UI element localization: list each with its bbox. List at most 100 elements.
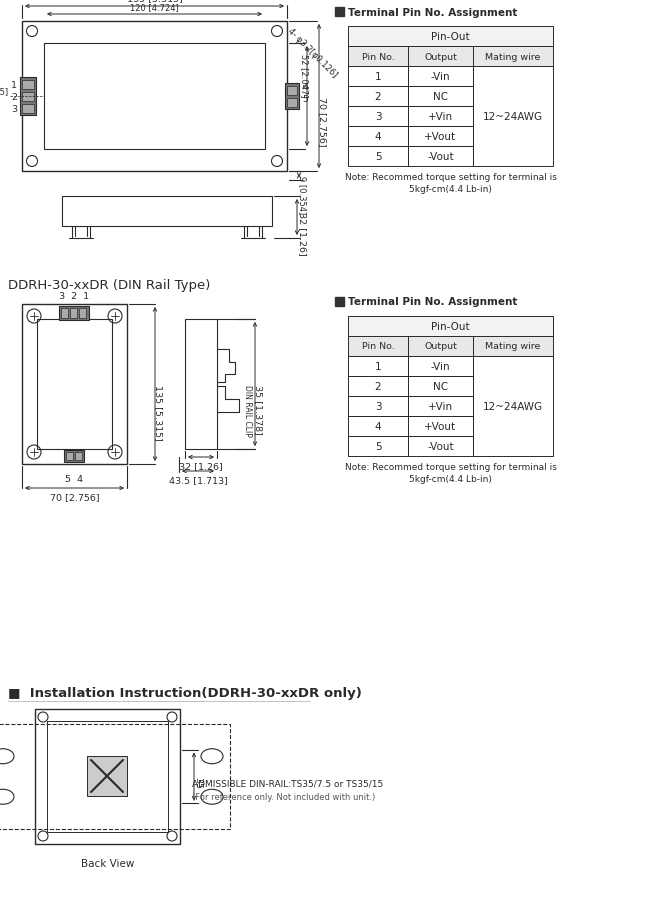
Text: 5  4: 5 4 xyxy=(65,475,83,484)
Text: 135 [5.315]: 135 [5.315] xyxy=(127,0,182,3)
Text: 35 [1.378]: 35 [1.378] xyxy=(253,384,263,435)
Text: Mating wire: Mating wire xyxy=(485,343,541,351)
Text: 1: 1 xyxy=(11,80,17,89)
Text: Pin No.: Pin No. xyxy=(362,53,395,61)
Bar xyxy=(473,356,553,456)
Text: Output: Output xyxy=(424,343,457,351)
Bar xyxy=(22,304,127,465)
Bar xyxy=(348,376,408,396)
Text: Output: Output xyxy=(424,53,457,61)
Bar xyxy=(335,8,344,17)
Bar xyxy=(66,453,73,460)
Bar xyxy=(348,107,408,127)
Bar xyxy=(408,47,473,67)
Text: 3: 3 xyxy=(375,112,381,122)
Bar xyxy=(348,27,553,47)
Bar xyxy=(408,67,473,87)
Bar xyxy=(22,105,34,114)
Text: 1: 1 xyxy=(375,72,381,82)
Text: Pin No.: Pin No. xyxy=(362,343,395,351)
Text: DDRH-30-xxDR (DIN Rail Type): DDRH-30-xxDR (DIN Rail Type) xyxy=(8,279,210,292)
Text: 3: 3 xyxy=(375,402,381,412)
Bar xyxy=(408,87,473,107)
Bar xyxy=(348,87,408,107)
Bar xyxy=(79,309,86,319)
Bar xyxy=(408,107,473,127)
Text: +Vout: +Vout xyxy=(424,132,456,142)
Text: Terminal Pin No. Assignment: Terminal Pin No. Assignment xyxy=(348,297,517,307)
Text: 5: 5 xyxy=(302,96,308,105)
Bar xyxy=(408,147,473,167)
Text: 1: 1 xyxy=(375,362,381,372)
Bar xyxy=(408,356,473,376)
Bar xyxy=(348,356,408,376)
Text: 2: 2 xyxy=(11,92,17,101)
Bar xyxy=(22,81,34,90)
Text: 3  2  1: 3 2 1 xyxy=(59,292,89,301)
Text: Note: Recommed torque setting for terminal is: Note: Recommed torque setting for termin… xyxy=(344,173,557,182)
Text: NC: NC xyxy=(433,92,448,102)
Bar xyxy=(348,337,408,356)
Text: 2: 2 xyxy=(375,92,381,102)
Text: Pin-Out: Pin-Out xyxy=(431,322,470,332)
Bar xyxy=(44,44,265,149)
Text: ADMISSIBLE DIN-RAIL:TS35/7.5 or TS35/15: ADMISSIBLE DIN-RAIL:TS35/7.5 or TS35/15 xyxy=(192,779,383,788)
Bar xyxy=(287,87,297,96)
Text: 32 [1.26]: 32 [1.26] xyxy=(297,211,306,255)
Bar xyxy=(408,337,473,356)
Bar xyxy=(408,416,473,436)
Bar xyxy=(473,337,553,356)
Bar xyxy=(408,396,473,416)
Text: 12~24AWG: 12~24AWG xyxy=(483,112,543,122)
Text: Note: Recommed torque setting for terminal is: Note: Recommed torque setting for termin… xyxy=(344,463,557,472)
Text: 135 [5.315]: 135 [5.315] xyxy=(153,384,163,440)
Bar xyxy=(59,307,89,321)
Bar xyxy=(185,320,217,449)
Text: 4: 4 xyxy=(375,422,381,432)
Text: Terminal Pin No. Assignment: Terminal Pin No. Assignment xyxy=(348,7,517,17)
Text: 35: 35 xyxy=(194,777,202,789)
Text: 4: 4 xyxy=(302,84,308,92)
Text: 4: 4 xyxy=(375,132,381,142)
Bar xyxy=(348,47,408,67)
Text: 4- φ3.2[φ0.126]: 4- φ3.2[φ0.126] xyxy=(285,27,338,79)
Text: 9 [0.354]: 9 [0.354] xyxy=(297,176,306,214)
Text: 5: 5 xyxy=(375,152,381,162)
Text: Mating wire: Mating wire xyxy=(485,53,541,61)
Bar xyxy=(62,197,272,227)
Bar xyxy=(64,451,84,463)
Text: 5: 5 xyxy=(375,442,381,452)
Bar xyxy=(75,453,82,460)
Text: 52 [2.047]: 52 [2.047] xyxy=(299,54,308,97)
Bar xyxy=(348,436,408,456)
Bar xyxy=(61,309,68,319)
Bar xyxy=(20,78,36,116)
Text: ■  Installation Instruction(DDRH-30-xxDR only): ■ Installation Instruction(DDRH-30-xxDR … xyxy=(8,687,362,700)
Bar xyxy=(473,67,553,167)
Text: -Vout: -Vout xyxy=(427,152,454,162)
Text: +Vout: +Vout xyxy=(424,422,456,432)
Bar xyxy=(348,317,553,337)
Bar xyxy=(348,396,408,416)
Text: 32 [1.26]: 32 [1.26] xyxy=(179,462,223,470)
Text: (For reference only. Not included with unit.): (For reference only. Not included with u… xyxy=(192,793,375,802)
Text: DIN RAIL CLIP: DIN RAIL CLIP xyxy=(243,384,251,436)
Text: 2: 2 xyxy=(375,382,381,392)
Text: 70 [2.756]: 70 [2.756] xyxy=(318,97,326,147)
Text: 3: 3 xyxy=(11,105,17,113)
Bar xyxy=(473,47,553,67)
Bar xyxy=(35,710,180,844)
Bar xyxy=(70,309,77,319)
Text: +Vin: +Vin xyxy=(428,402,453,412)
Bar xyxy=(287,99,297,107)
Bar xyxy=(0,724,230,829)
Bar xyxy=(37,320,112,449)
Bar xyxy=(22,22,287,172)
Bar xyxy=(408,436,473,456)
Bar xyxy=(348,416,408,436)
Text: +Vin: +Vin xyxy=(428,112,453,122)
Text: Pin-Out: Pin-Out xyxy=(431,32,470,42)
Bar xyxy=(348,127,408,147)
Text: -Vin: -Vin xyxy=(431,362,450,372)
Bar xyxy=(335,298,344,307)
